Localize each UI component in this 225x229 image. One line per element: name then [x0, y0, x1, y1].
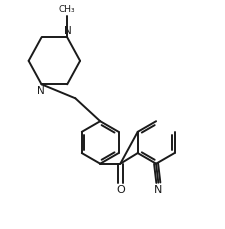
Text: CH₃: CH₃ — [59, 5, 76, 14]
Text: N: N — [36, 86, 44, 96]
Text: N: N — [154, 185, 162, 195]
Text: O: O — [116, 185, 125, 195]
Text: N: N — [64, 26, 72, 35]
